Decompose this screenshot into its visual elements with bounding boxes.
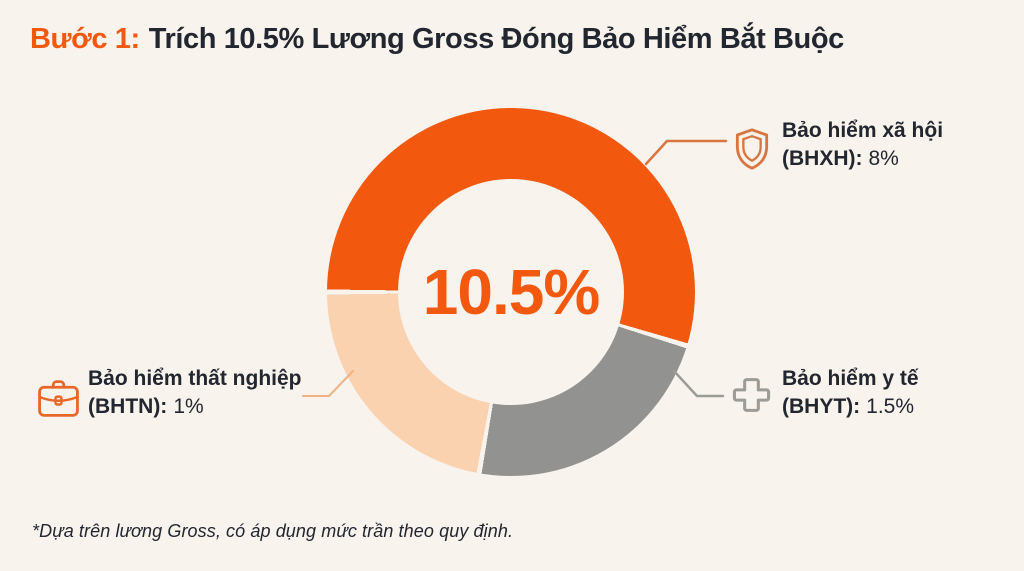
footnote: *Dựa trên lương Gross, có áp dụng mức tr… — [32, 521, 514, 541]
plus-icon — [731, 374, 772, 416]
callout-bhtn-value-line: (BHTN): 1% — [88, 393, 302, 421]
callout-bhyt-value-line: (BHYT): 1.5% — [782, 393, 919, 421]
donut-hole: 10.5% — [398, 179, 624, 405]
callout-bhtn-title: Bảo hiểm thất nghiệp — [88, 367, 302, 390]
page-title: Bước 1: Trích 10.5% Lương Gross Đóng Bảo … — [30, 23, 844, 56]
donut-chart: 10.5% — [327, 108, 695, 476]
connector-bhyt — [672, 369, 725, 398]
title-text: Trích 10.5% Lương Gross Đóng Bảo Hiểm Bắ… — [148, 23, 845, 55]
callout-bhxh: Bảo hiểm xã hội (BHXH): 8% — [782, 117, 943, 173]
callout-bhyt: Bảo hiểm y tế (BHYT): 1.5% — [782, 365, 919, 421]
connector-bhtn — [302, 370, 354, 397]
donut-center-value: 10.5% — [422, 256, 600, 328]
callout-bhtn: Bảo hiểm thất nghiệp (BHTN): 1% — [88, 365, 302, 421]
callout-bhxh-value-line: (BHXH): 8% — [782, 145, 943, 173]
callout-bhtn-abbr: (BHTN): — [88, 395, 168, 418]
step-label: Bước 1: — [30, 23, 140, 55]
briefcase-icon — [36, 377, 81, 420]
connector-bhxh — [644, 139, 728, 166]
callout-bhyt-title: Bảo hiểm y tế — [782, 367, 919, 390]
callout-bhyt-abbr: (BHYT): — [782, 395, 861, 418]
callout-bhxh-value: 8% — [868, 147, 899, 170]
callout-bhxh-abbr: (BHXH): — [782, 147, 863, 170]
shield-icon — [732, 126, 772, 172]
callout-bhtn-value: 1% — [173, 395, 204, 418]
callout-bhyt-value: 1.5% — [866, 395, 915, 418]
callout-bhxh-title: Bảo hiểm xã hội — [782, 119, 944, 142]
